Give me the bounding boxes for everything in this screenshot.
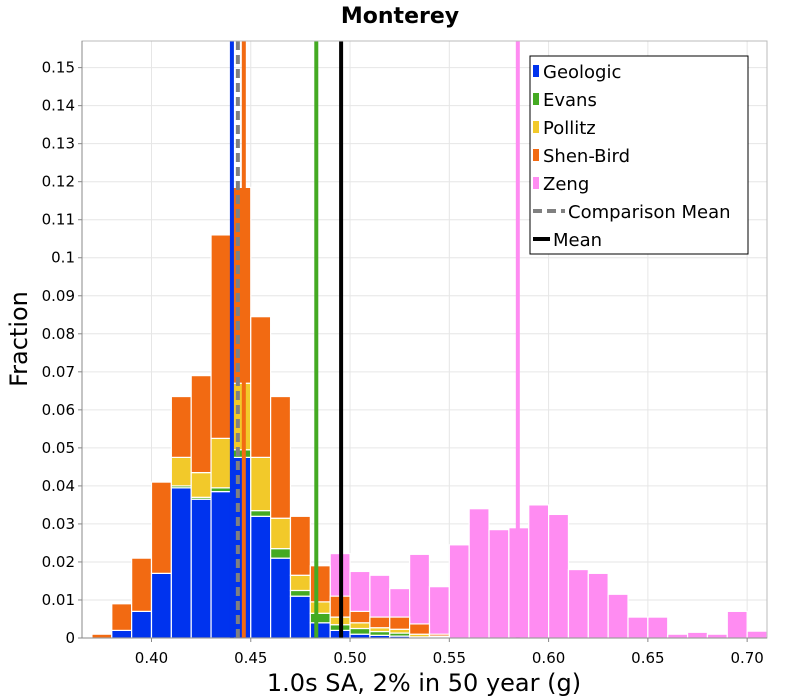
zeng-bar [647,616,669,639]
pollitz-bar [190,471,212,498]
x-tick-label: 0.60 [532,649,565,667]
evans-bar [250,510,272,517]
y-tick-label: 0.06 [42,401,75,419]
shen-bird-bar [389,616,411,630]
pollitz-bar [349,622,371,630]
y-tick-label: 0.1 [51,249,75,267]
shen-bird-bar [369,616,391,629]
pollitz-bar [289,574,311,592]
zeng-bar [746,630,768,639]
pollitz-bar [270,517,292,550]
geologic-bar [309,622,331,639]
x-tick-label: 0.70 [730,649,763,667]
zeng-bar [488,529,510,639]
zeng-bar [587,572,609,639]
zeng-bar [607,593,629,639]
x-tick-label: 0.65 [631,649,664,667]
legend-label-shen-bird: Shen-Bird [543,146,630,167]
legend-swatch-shen-bird [533,149,539,161]
evans-bar [309,612,331,624]
pollitz-bar [170,456,192,487]
x-tick-label: 0.50 [333,649,366,667]
y-tick-label: 0.12 [42,173,75,191]
geologic-bar [250,515,272,639]
zeng-bar [567,568,589,639]
y-tick-label: 0.14 [42,97,75,115]
y-tick-label: 0.01 [42,591,75,609]
mean-lines [229,41,520,638]
evans-bar [349,627,371,635]
shen-bird-bar [150,481,172,574]
zeng-bar [627,616,649,639]
shen-bird-bar [289,515,311,576]
legend-label-mean: Mean [553,230,602,251]
y-tick-label: 0.13 [42,135,75,153]
shen-bird-bar [190,375,212,474]
geologic-bar [190,498,212,639]
zeng-bar [667,633,689,639]
geologic-bar [150,572,172,639]
y-tick-label: 0.04 [42,477,75,495]
y-tick-label: 0.11 [42,211,75,229]
x-tick-label: 0.55 [433,649,466,667]
zeng-bar [468,508,490,639]
x-axis-label: 1.0s SA, 2% in 50 year (g) [267,669,581,697]
shen-bird-bar [270,395,292,519]
evans-bar [289,589,311,597]
zeng-bar [547,513,570,639]
shen-bird-bar [131,557,153,612]
shen-bird-bar [409,623,431,635]
legend-label-pollitz: Pollitz [543,118,596,139]
shen-bird-bar [170,395,192,458]
y-axis: 0 0.01 0.02 0.03 0.04 0.05 0.06 0.07 0.08 0.09 0.1… [42,41,83,647]
y-tick-label: 0.03 [42,515,75,533]
y-tick-label: 0.08 [42,325,75,343]
legend-label-evans: Evans [543,90,597,111]
legend-swatch-zeng [533,177,539,189]
shen-bird-bar [91,633,113,639]
zeng-bar [528,504,550,639]
geologic-bar [210,491,232,639]
pollitz-bar [210,437,232,489]
evans-bar [270,548,292,559]
legend: Geologic Evans Pollitz Shen-Bird Zeng Compari… [529,55,749,255]
y-axis-label: Fraction [5,291,33,387]
shen-bird-bar [250,316,272,458]
shen-bird-bar [349,610,371,624]
shen-bird-bar [309,565,331,603]
zeng-bar [726,610,748,639]
y-tick-label: 0 [65,629,75,647]
legend-swatch-evans [533,93,539,105]
legend-swatch-geologic [533,65,539,77]
y-tick-label: 0.07 [42,363,75,381]
x-axis: 0.40 0.45 0.50 0.55 0.60 0.65 0.70 [82,637,767,667]
legend-box [529,55,749,255]
x-tick-label: 0.40 [135,649,168,667]
geologic-bar [111,629,133,639]
geologic-bar [270,557,292,639]
legend-label-comparison-mean: Comparison Mean [568,202,731,223]
y-tick-label: 0.15 [42,59,75,77]
y-tick-label: 0.05 [42,439,75,457]
pollitz-bar [309,601,331,614]
x-tick-label: 0.45 [234,649,267,667]
geologic-bar [289,595,311,639]
legend-label-zeng: Zeng [543,174,589,195]
shen-bird-bar [111,603,133,631]
legend-swatch-pollitz [533,121,539,133]
pollitz-bar [250,456,272,512]
y-tick-label: 0.02 [42,553,75,571]
y-tick-label: 0.09 [42,287,75,305]
zeng-bar [428,586,450,639]
zeng-bar [706,633,728,639]
zeng-bar [448,544,470,639]
geologic-bar [170,487,192,639]
zeng-bar [686,631,709,639]
shen-bird-bar [428,633,450,637]
chart-title: Monterey [341,4,459,29]
geologic-bar [131,610,153,639]
shen-bird-bar [210,234,232,439]
legend-label-geologic: Geologic [543,62,621,83]
